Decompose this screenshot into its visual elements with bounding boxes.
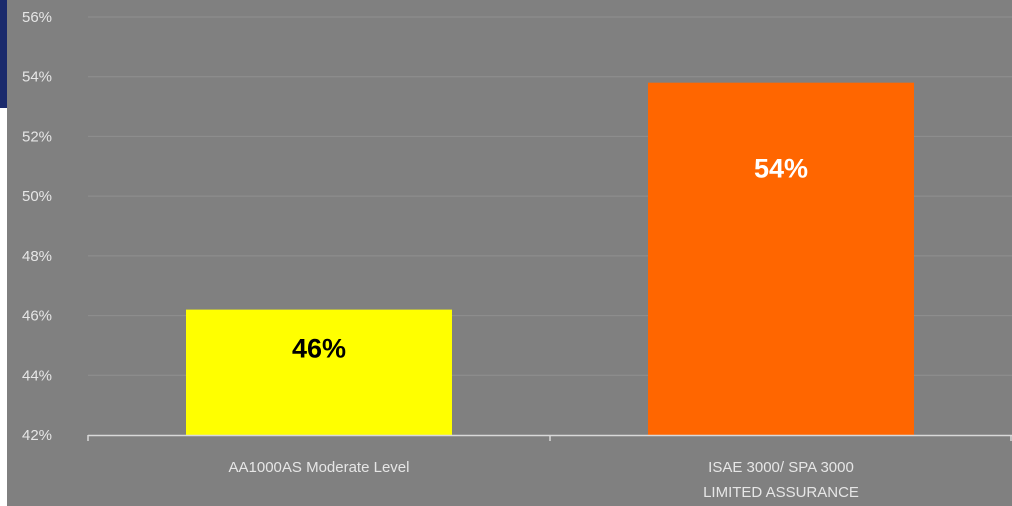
- x-axis: AA1000AS Moderate Level ISAE 3000/ SPA 30…: [87, 434, 1012, 501]
- y-tick-label: 56%: [22, 9, 52, 26]
- bar: [648, 82, 914, 435]
- y-tick-label: 46%: [22, 308, 52, 325]
- x-category-label: AA1000AS Moderate Level: [229, 459, 410, 476]
- x-category-label: LIMITED ASSURANCE: [703, 484, 859, 501]
- data-label: 54%: [754, 154, 808, 184]
- bar: [186, 309, 452, 435]
- bars: 46% 54%: [186, 82, 914, 435]
- y-tick-label: 50%: [22, 188, 52, 205]
- y-tick-label: 44%: [22, 367, 52, 384]
- accent-stripe: [0, 0, 7, 108]
- y-tick-label: 48%: [22, 248, 52, 265]
- y-tick-label: 42%: [22, 427, 52, 444]
- y-axis: 42% 44% 46% 48% 50% 52% 54% 56%: [22, 9, 52, 444]
- y-tick-label: 54%: [22, 69, 52, 86]
- x-category-label: ISAE 3000/ SPA 3000: [708, 459, 854, 476]
- data-label: 46%: [292, 334, 346, 364]
- y-tick-label: 52%: [22, 128, 52, 145]
